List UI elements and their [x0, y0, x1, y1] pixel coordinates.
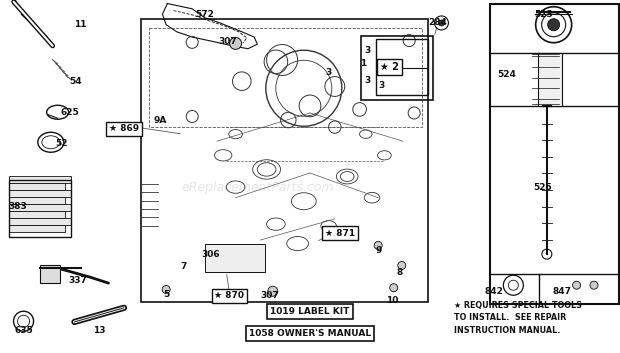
Text: 9A: 9A: [153, 115, 167, 125]
Text: 9: 9: [375, 246, 381, 255]
Circle shape: [590, 281, 598, 289]
Text: 572: 572: [195, 10, 214, 19]
Text: 7: 7: [180, 262, 187, 271]
FancyBboxPatch shape: [9, 226, 65, 232]
Text: 842: 842: [485, 287, 503, 296]
FancyBboxPatch shape: [40, 265, 60, 283]
Text: ★ 871: ★ 871: [325, 228, 355, 238]
Circle shape: [547, 19, 560, 31]
Text: 525: 525: [534, 183, 552, 192]
Text: 1: 1: [360, 59, 366, 68]
Text: 847: 847: [552, 287, 571, 296]
Text: 13: 13: [93, 325, 105, 335]
FancyBboxPatch shape: [9, 219, 71, 225]
Text: 5: 5: [163, 290, 169, 299]
FancyBboxPatch shape: [9, 197, 65, 204]
Text: ★ 869: ★ 869: [109, 124, 139, 133]
Text: ★ 870: ★ 870: [215, 291, 244, 300]
Text: 8: 8: [397, 268, 403, 277]
Text: 11: 11: [74, 20, 87, 29]
Circle shape: [438, 20, 445, 26]
FancyBboxPatch shape: [9, 211, 65, 218]
Text: 3: 3: [378, 81, 384, 90]
Circle shape: [374, 241, 382, 249]
FancyBboxPatch shape: [538, 53, 562, 106]
Circle shape: [573, 281, 580, 289]
Text: 625: 625: [60, 108, 79, 118]
FancyBboxPatch shape: [9, 190, 71, 197]
Text: 307: 307: [219, 37, 237, 46]
Circle shape: [162, 286, 170, 293]
Text: 284: 284: [428, 18, 447, 28]
FancyBboxPatch shape: [9, 204, 71, 211]
FancyBboxPatch shape: [205, 244, 265, 271]
Text: 523: 523: [534, 10, 553, 19]
Text: 383: 383: [8, 202, 27, 211]
Circle shape: [390, 284, 397, 292]
Circle shape: [229, 37, 242, 49]
Text: ★ REQUIRES SPECIAL TOOLS
TO INSTALL.  SEE REPAIR
INSTRUCTION MANUAL.: ★ REQUIRES SPECIAL TOOLS TO INSTALL. SEE…: [454, 301, 582, 335]
Text: 1058 OWNER'S MANUAL: 1058 OWNER'S MANUAL: [249, 329, 371, 338]
Text: eReplacementParts.com: eReplacementParts.com: [181, 181, 334, 193]
Text: 524: 524: [498, 70, 516, 79]
Text: 635: 635: [14, 325, 33, 335]
Text: 337: 337: [68, 276, 87, 285]
FancyBboxPatch shape: [9, 183, 65, 190]
Text: 3: 3: [365, 76, 371, 85]
FancyBboxPatch shape: [9, 176, 71, 183]
Text: 306: 306: [202, 250, 220, 259]
Text: 54: 54: [69, 77, 82, 86]
Text: 3: 3: [326, 68, 332, 77]
Text: 52: 52: [56, 139, 68, 148]
Text: 307: 307: [260, 291, 279, 300]
Text: 3: 3: [365, 46, 371, 55]
Text: 10: 10: [386, 296, 398, 305]
Text: 1019 LABEL KIT: 1019 LABEL KIT: [270, 307, 350, 316]
Circle shape: [398, 262, 405, 269]
Text: ★ 2: ★ 2: [380, 62, 399, 72]
Circle shape: [268, 286, 278, 296]
